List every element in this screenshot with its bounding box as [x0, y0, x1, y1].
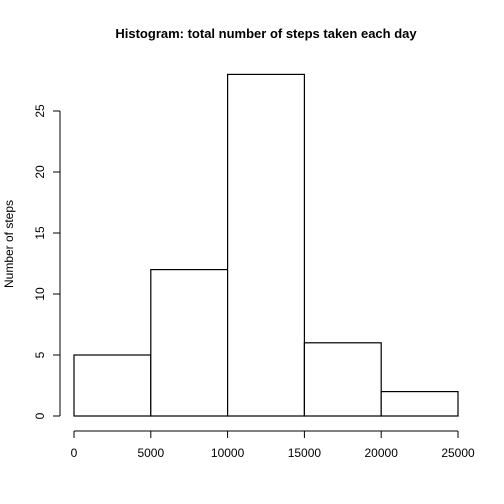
x-tick-label-1: 5000 — [137, 446, 164, 460]
bar-0 — [73, 354, 152, 417]
x-tick-label-3: 15000 — [288, 446, 322, 460]
bar-4 — [380, 391, 459, 417]
bar-1 — [150, 269, 229, 417]
x-tick-label-2: 10000 — [211, 446, 245, 460]
y-tick-label-1: 5 — [33, 351, 47, 358]
y-axis-label: Number of steps — [2, 200, 16, 288]
bar-2 — [227, 73, 306, 417]
bars-group — [73, 73, 459, 417]
x-tick-label-0: 0 — [71, 446, 78, 460]
bar-3 — [303, 342, 382, 417]
y-tick-label-4: 20 — [33, 165, 47, 179]
x-axis: 0 5000 10000 15000 20000 25000 — [71, 430, 475, 460]
chart-title: Histogram: total number of steps taken e… — [115, 26, 417, 41]
y-axis: 0 5 10 15 20 25 — [33, 104, 61, 419]
y-tick-label-3: 15 — [33, 226, 47, 240]
y-tick-label-0: 0 — [33, 412, 47, 419]
y-tick-label-2: 10 — [33, 287, 47, 301]
x-tick-label-5: 25000 — [441, 446, 475, 460]
y-tick-label-5: 25 — [33, 104, 47, 118]
x-tick-label-4: 20000 — [365, 446, 399, 460]
